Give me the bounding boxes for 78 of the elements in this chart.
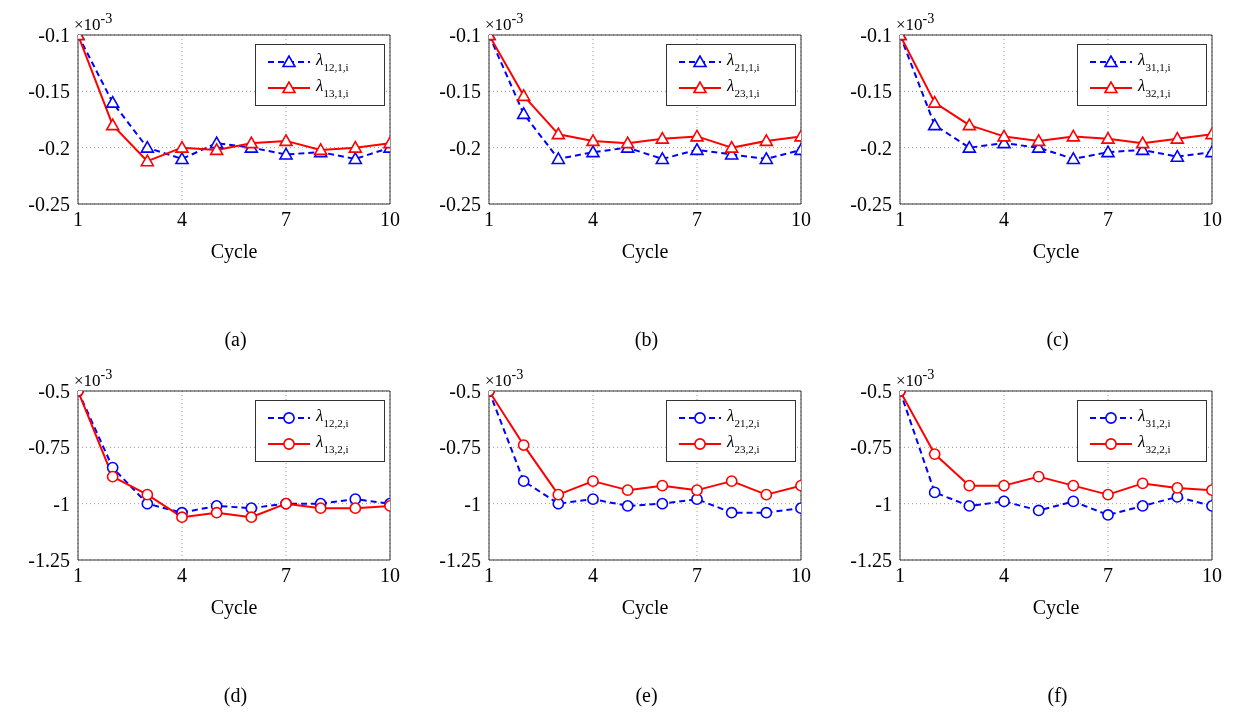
x-tick-label: 1 — [895, 208, 905, 231]
y-tick-label: -0.15 — [28, 80, 70, 103]
y-tick-label: -0.1 — [860, 24, 892, 47]
y-tick-label: -0.1 — [449, 24, 481, 47]
y-tick-label: -0.2 — [449, 136, 481, 159]
y-tick-label: -0.15 — [850, 80, 892, 103]
y-tick-label: -1.25 — [850, 549, 892, 572]
legend-label: λ$_{31,1,i}$ — [1137, 50, 1171, 73]
x-tick-label: 4 — [177, 208, 187, 231]
y-tick-label: -0.25 — [850, 193, 892, 216]
x-axis-title: Cycle — [621, 240, 669, 263]
y-tick-label: -0.1 — [38, 24, 70, 47]
y-tick-label: -0.75 — [850, 436, 892, 459]
x-axis-title: Cycle — [210, 596, 258, 619]
x-tick-label: 1 — [895, 564, 905, 587]
text: ×10$^{-3}$ — [485, 10, 524, 35]
x-axis-title: Cycle — [621, 596, 669, 619]
y-tick-label: -1 — [53, 492, 70, 515]
x-tick-label: 1 — [484, 208, 494, 231]
y-tick-label: -0.2 — [38, 136, 70, 159]
x-tick-label: 4 — [999, 564, 1009, 587]
y-tick-label: -1.25 — [28, 549, 70, 572]
x-tick-label: 1 — [73, 564, 83, 587]
y-tick-label: -0.5 — [449, 380, 481, 403]
x-tick-label: 4 — [999, 208, 1009, 231]
legend-label: λ$_{13,2,i}$ — [315, 432, 349, 455]
y-tick-label: -0.25 — [28, 193, 70, 216]
y-tick-label: -0.2 — [860, 136, 892, 159]
text: (e) — [634, 684, 659, 707]
x-tick-label: 7 — [281, 564, 291, 587]
x-tick-label: 10 — [380, 208, 400, 231]
text: ×10$^{-3}$ — [896, 10, 935, 35]
legend-label: λ$_{12,1,i}$ — [315, 50, 349, 73]
x-tick-label: 7 — [1103, 564, 1113, 587]
x-axis-title: Cycle — [1032, 240, 1080, 263]
legend-label: λ$_{32,1,i}$ — [1137, 76, 1171, 99]
x-tick-label: 7 — [281, 208, 291, 231]
y-tick-label: -1 — [464, 492, 481, 515]
y-tick-label: -0.15 — [439, 80, 481, 103]
x-tick-label: 7 — [692, 564, 702, 587]
text: (c) — [1045, 328, 1070, 351]
text: ×10$^{-3}$ — [485, 366, 524, 391]
legend-label: λ$_{12,2,i}$ — [315, 406, 349, 429]
x-tick-label: 10 — [1202, 564, 1222, 587]
legend-label: λ$_{31,2,i}$ — [1137, 406, 1171, 429]
text: (d) — [222, 684, 249, 707]
x-tick-label: 7 — [692, 208, 702, 231]
x-tick-label: 10 — [380, 564, 400, 587]
text: ×10$^{-3}$ — [74, 10, 113, 35]
y-tick-label: -0.25 — [439, 193, 481, 216]
text: ×10$^{-3}$ — [74, 366, 113, 391]
legend-label: λ$_{13,1,i}$ — [315, 76, 349, 99]
y-tick-label: -0.5 — [38, 380, 70, 403]
x-tick-label: 10 — [1202, 208, 1222, 231]
legend-label: λ$_{23,2,i}$ — [726, 432, 760, 455]
x-tick-label: 4 — [588, 208, 598, 231]
y-tick-label: -0.75 — [28, 436, 70, 459]
legend-label: λ$_{21,1,i}$ — [726, 50, 760, 73]
x-tick-label: 1 — [73, 208, 83, 231]
text: (a) — [223, 328, 248, 351]
legend-label: λ$_{32,2,i}$ — [1137, 432, 1171, 455]
legend-label: λ$_{23,1,i}$ — [726, 76, 760, 99]
y-tick-label: -0.75 — [439, 436, 481, 459]
x-tick-label: 4 — [588, 564, 598, 587]
x-tick-label: 10 — [791, 564, 811, 587]
x-tick-label: 1 — [484, 564, 494, 587]
text: (b) — [633, 328, 660, 351]
x-tick-label: 10 — [791, 208, 811, 231]
y-tick-label: -1.25 — [439, 549, 481, 572]
text: ×10$^{-3}$ — [896, 366, 935, 391]
y-tick-label: -0.5 — [860, 380, 892, 403]
text: (f) — [1046, 684, 1069, 707]
y-tick-label: -1 — [875, 492, 892, 515]
x-axis-title: Cycle — [1032, 596, 1080, 619]
legend-label: λ$_{21,2,i}$ — [726, 406, 760, 429]
x-tick-label: 4 — [177, 564, 187, 587]
x-tick-label: 7 — [1103, 208, 1113, 231]
x-axis-title: Cycle — [210, 240, 258, 263]
